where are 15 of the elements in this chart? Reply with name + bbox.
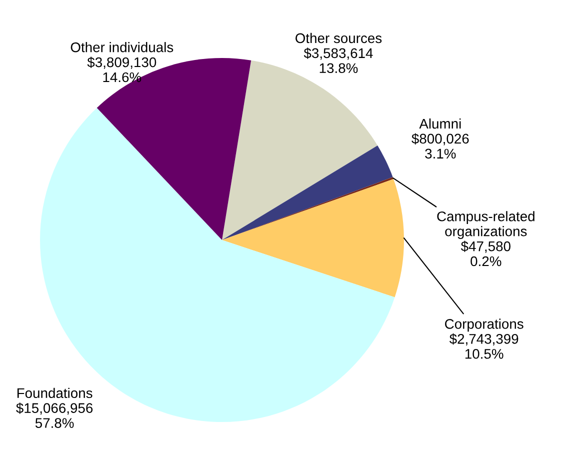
pie-slice <box>222 179 404 298</box>
pie-slice <box>222 60 378 240</box>
slice-label: Alumni <box>419 118 461 129</box>
data-label: $3,809,130 14.6% <box>87 56 156 82</box>
data-label: $15,066,956 57.8% <box>16 402 93 428</box>
slice-label: Other sources <box>296 32 382 44</box>
data-label: $800,026 3.1% <box>412 133 469 159</box>
slice-label: Foundations <box>17 388 92 398</box>
pie-slice <box>222 146 393 240</box>
data-label: $3,583,614 13.8% <box>304 48 373 74</box>
data-label: $2,743,399 10.5% <box>449 333 518 359</box>
slice-label: Campus-related organizations <box>437 211 534 239</box>
slice-label: Corporations <box>445 318 524 332</box>
slice-label: Other individuals <box>70 42 174 52</box>
data-label: $47,580 0.2% <box>460 240 510 266</box>
